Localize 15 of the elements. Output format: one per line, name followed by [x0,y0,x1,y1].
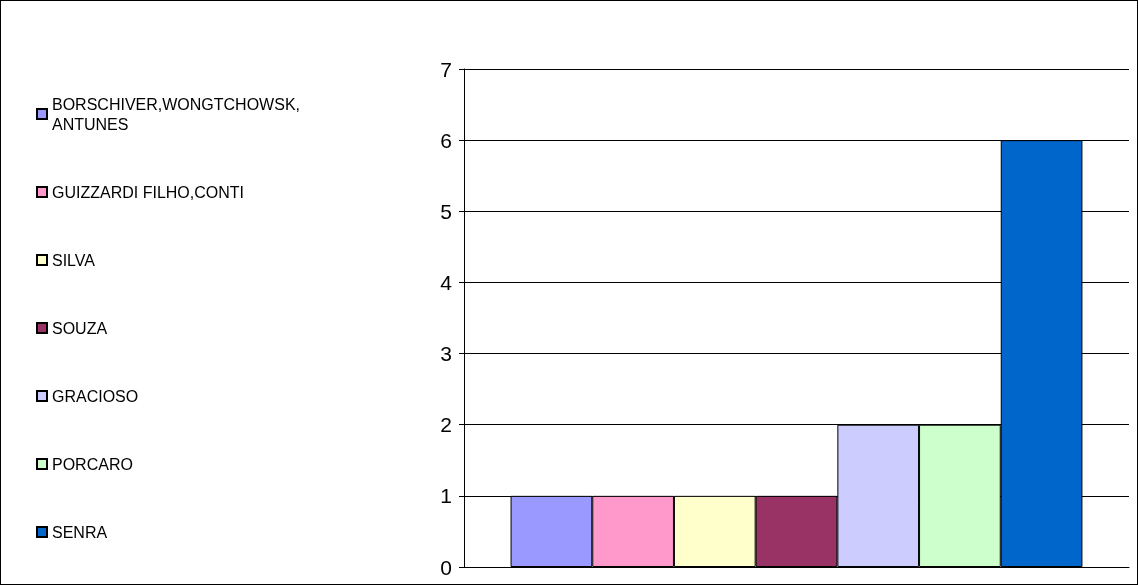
y-tick-label: 3 [440,342,452,366]
legend-label: BORSCHIVER,WONGTCHOWSK, ANTUNES [52,95,305,133]
y-tick-label: 5 [440,199,452,223]
legend-label: SOUZA [52,319,108,337]
legend-label: SILVA [52,251,96,269]
legend-label: GUIZZARDI FILHO,CONTI [52,183,244,201]
y-tick-label: 0 [440,555,452,579]
legend-label: GRACIOSO [52,387,139,405]
legend-label: PORCARO [52,455,133,473]
y-tick-label: 6 [440,128,452,152]
y-tick-label: 2 [440,413,452,437]
legend-label: SENRA [52,523,108,541]
y-tick-label: 4 [440,270,453,294]
y-tick-label: 1 [440,484,452,508]
y-tick-label: 7 [440,57,452,81]
